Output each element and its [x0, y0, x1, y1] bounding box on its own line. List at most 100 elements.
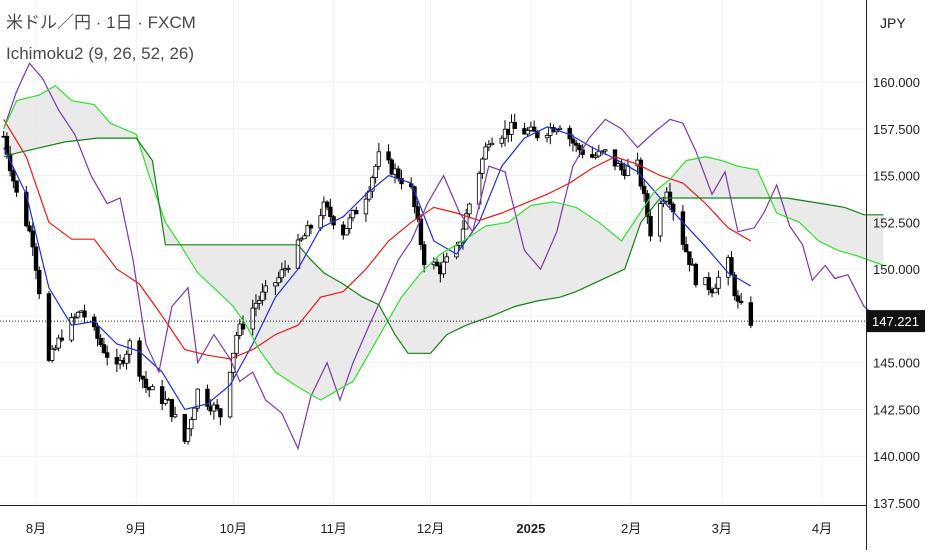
senkou-span-b-line [3, 137, 884, 354]
candle-body [324, 201, 330, 208]
candle-body [619, 163, 624, 171]
candle-body [276, 277, 281, 284]
candle-body [250, 307, 255, 330]
cloud-fill [3, 85, 884, 401]
candle-body [69, 317, 74, 341]
y-tick-label: 155.000 [873, 169, 920, 184]
candle-body [680, 211, 686, 245]
candle-body [716, 276, 721, 289]
candle-body [14, 180, 19, 193]
candle-body [273, 282, 278, 287]
currency-label[interactable]: JPY [880, 15, 906, 31]
candle-body [454, 244, 459, 258]
y-tick-label: 145.000 [873, 356, 920, 371]
candle-body [370, 177, 375, 192]
y-tick-label: 160.000 [873, 75, 920, 90]
x-tick-label: 2025 [516, 521, 545, 536]
x-tick-label: 11月 [320, 521, 347, 536]
candle-body [683, 244, 689, 253]
symbol-title[interactable]: 米ドル／円 · 1日 · FXCM [6, 13, 196, 32]
x-tick-label: 10月 [220, 521, 247, 536]
y-tick-label: 152.500 [873, 215, 920, 230]
candle-body [328, 206, 333, 217]
candles [1, 113, 754, 445]
time-axis[interactable]: 8月 9月 10月 11月 12月 2025 2月 3月 4月 [0, 505, 866, 537]
candle-body [302, 235, 307, 240]
candle-body [140, 375, 145, 380]
candle-body [98, 337, 103, 346]
candle-body [570, 138, 576, 144]
candle-body [525, 130, 530, 135]
candle-body [460, 228, 466, 243]
candle-body [56, 337, 61, 349]
candle-body [163, 398, 168, 404]
candle-body [101, 344, 107, 354]
candle-body [512, 121, 517, 129]
indicator-lines [3, 62, 884, 451]
candle-body [738, 300, 744, 304]
x-tick-label: 12月 [417, 521, 444, 536]
candle-body [354, 210, 359, 215]
candle-body [344, 228, 349, 236]
y-tick-label: 150.000 [873, 262, 920, 277]
candle-body [467, 203, 472, 215]
candle-body [59, 337, 65, 341]
candle-body [434, 261, 440, 267]
candle-body [279, 269, 285, 279]
x-tick-label: 9月 [126, 521, 146, 536]
candle-body [185, 428, 191, 442]
candle-body [256, 300, 262, 304]
y-tick-label: 140.000 [873, 449, 920, 464]
candle-body [499, 137, 504, 144]
candle-body [253, 302, 259, 309]
candle-body [218, 408, 223, 418]
candle-body [227, 371, 233, 418]
candle-body [706, 277, 711, 290]
candle-body [386, 151, 391, 161]
candle-body [169, 399, 175, 418]
candle-body [732, 274, 737, 297]
candle-body [182, 414, 187, 442]
candle-body [308, 225, 314, 229]
candle-body [577, 144, 582, 151]
chikou-span-line [3, 62, 881, 451]
candle-body [150, 386, 155, 391]
candle-body [373, 165, 378, 178]
candle-body [286, 267, 291, 270]
candle-body [143, 378, 149, 388]
senkou-span-a-line [3, 84, 884, 401]
candle-body [531, 126, 537, 132]
candle-body [53, 347, 58, 350]
candle-body [641, 185, 647, 195]
candle-body [648, 216, 653, 237]
candle-body [37, 269, 42, 295]
x-tick-label: 8月 [26, 521, 46, 536]
candle-body [638, 159, 644, 187]
candle-body [441, 261, 446, 275]
candle-body [46, 293, 52, 361]
candle-body [347, 217, 352, 229]
indicator-legend[interactable]: Ichimoku2 (9, 26, 52, 26) [6, 44, 195, 63]
x-tick-label: 2月 [621, 521, 641, 536]
candle-body [137, 340, 142, 377]
candle-body [195, 388, 200, 409]
candle-body [11, 170, 16, 182]
candle-body [299, 238, 304, 241]
x-tick-label: 3月 [712, 521, 732, 536]
candle-body [49, 348, 55, 361]
candle-body [658, 203, 663, 237]
candle-body [240, 323, 246, 330]
candle-body [205, 388, 210, 407]
candle-body [72, 316, 78, 319]
candle-body [260, 291, 265, 301]
candle-body [172, 414, 178, 418]
candle-body [399, 178, 404, 185]
candle-body [124, 353, 129, 364]
kijun-sen-26-line [3, 119, 752, 360]
price-axis[interactable]: 160.000157.500155.000152.500150.000147.5… [866, 0, 926, 550]
candle-body [376, 151, 382, 167]
y-tick-label: 142.500 [873, 402, 920, 417]
candle-body [214, 404, 220, 410]
